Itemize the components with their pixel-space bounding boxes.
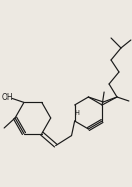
Text: H: H — [74, 110, 79, 116]
Text: OH: OH — [1, 93, 13, 102]
